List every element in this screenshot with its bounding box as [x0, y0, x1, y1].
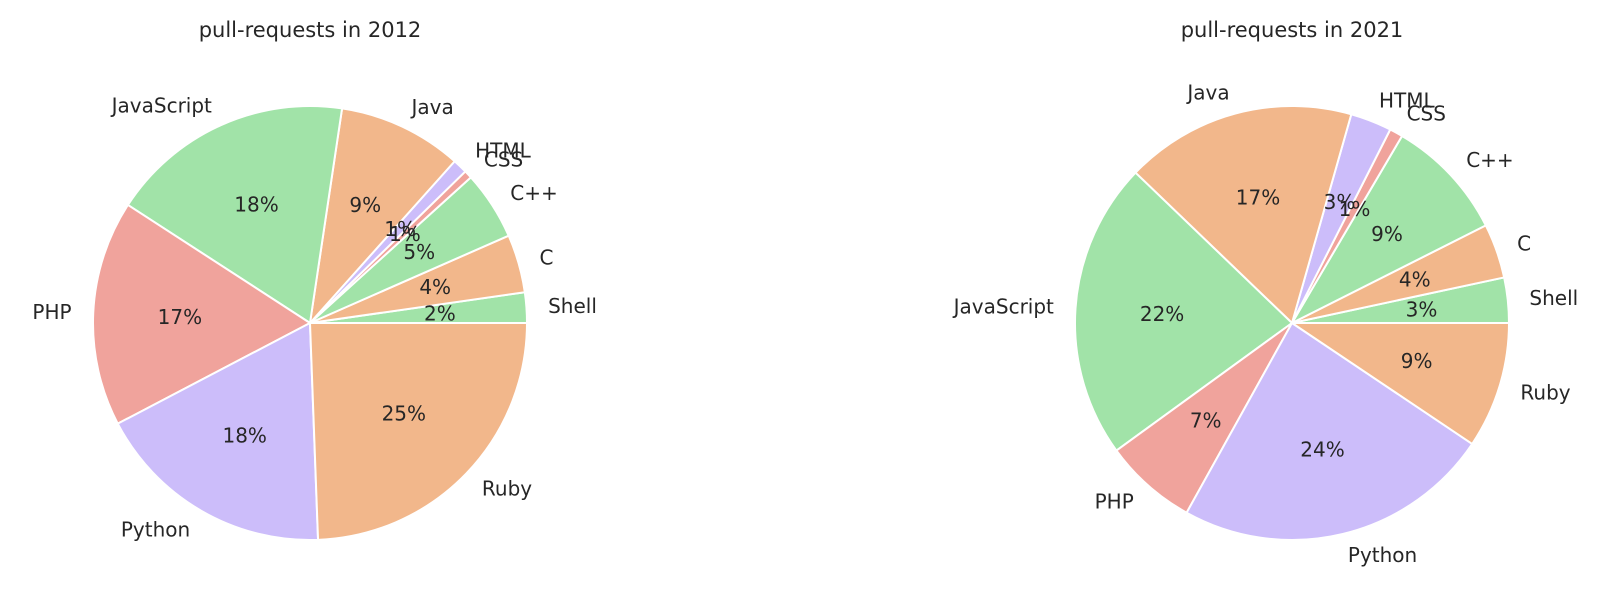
- slices-2021: [1074, 105, 1510, 541]
- slice-javascript-2021: [1074, 171, 1293, 452]
- pct-label-java-2012: 9%: [349, 193, 381, 217]
- pct-label-shell-2021: 3%: [1406, 297, 1438, 321]
- category-label-python-2021: Python: [1348, 543, 1417, 567]
- labels-2012: 2% Shell 4% C 5% C++ 1% CSS 1% HTML 9% Java 18% JavaS…: [32, 93, 596, 541]
- slice-javascript-2012: [126, 105, 344, 324]
- category-label-ruby-2021: Ruby: [1520, 381, 1570, 405]
- pct-label-shell-2012: 2%: [424, 302, 456, 326]
- slices-2012: [92, 105, 528, 541]
- category-label-css-2012: CSS: [484, 148, 523, 172]
- category-label-cpp-2012: C++: [510, 181, 557, 205]
- pct-label-css-2012: 1%: [389, 222, 421, 246]
- pct-label-c-2012: 4%: [419, 275, 451, 299]
- category-label-javascript-2012: JavaScript: [110, 93, 212, 117]
- category-label-javascript-2021: JavaScript: [952, 295, 1054, 319]
- category-label-java-2021: Java: [1185, 81, 1229, 105]
- pct-label-css-2021: 1%: [1339, 197, 1371, 221]
- pct-label-c-2021: 4%: [1399, 268, 1431, 292]
- pct-label-html-2012: 1%: [384, 217, 416, 241]
- category-label-php-2012: PHP: [32, 300, 71, 324]
- category-label-shell-2012: Shell: [548, 294, 597, 318]
- pct-label-python-2021: 24%: [1300, 438, 1344, 462]
- category-label-css-2021: CSS: [1407, 102, 1446, 126]
- slice-python-2012: [116, 322, 320, 541]
- pct-label-javascript-2012: 18%: [234, 192, 278, 216]
- slice-java-2021: [1134, 105, 1353, 324]
- category-label-c-2012: C: [540, 245, 554, 269]
- pct-label-ruby-2012: 25%: [382, 401, 426, 425]
- category-label-ruby-2012: Ruby: [482, 477, 532, 501]
- pct-label-cpp-2021: 9%: [1371, 222, 1403, 246]
- pie-chart-2021: pull-requests in 2021 3% Shell 4% C 9% C++ 1% C…: [952, 18, 1579, 567]
- category-label-cpp-2021: C++: [1466, 148, 1513, 172]
- chart-title-2012: pull-requests in 2012: [199, 18, 422, 42]
- slice-php-2012: [92, 203, 311, 425]
- category-label-java-2012: Java: [410, 95, 454, 119]
- pct-label-python-2012: 18%: [222, 424, 266, 448]
- category-label-html-2012: HTML: [475, 139, 532, 163]
- category-label-c-2021: C: [1517, 232, 1531, 256]
- pct-label-html-2021: 3%: [1324, 190, 1356, 214]
- pct-label-java-2021: 17%: [1236, 185, 1280, 209]
- slice-cpp-2021: [1291, 134, 1487, 324]
- pct-label-php-2012: 17%: [158, 305, 202, 329]
- slice-ruby-2021: [1291, 322, 1510, 445]
- category-label-html-2021: HTML: [1379, 89, 1436, 113]
- category-label-shell-2021: Shell: [1529, 286, 1578, 310]
- labels-2021: 3% Shell 4% C 9% C++ 1% CSS 3% HTML 17% Java 22% Java…: [952, 81, 1579, 567]
- pct-label-php-2021: 7%: [1190, 409, 1222, 433]
- category-label-python-2012: Python: [121, 518, 190, 542]
- slice-python-2021: [1185, 322, 1474, 541]
- category-label-php-2021: PHP: [1095, 490, 1134, 514]
- pie-chart-2012: pull-requests in 2012 2% Shell 4% C 5% C++ 1% C…: [32, 18, 596, 542]
- slice-java-2012: [309, 107, 456, 324]
- pct-label-cpp-2012: 5%: [403, 240, 435, 264]
- pct-label-javascript-2021: 22%: [1140, 302, 1184, 326]
- chart-title-2021: pull-requests in 2021: [1181, 18, 1404, 42]
- slice-ruby-2012: [309, 322, 528, 541]
- pct-label-ruby-2021: 9%: [1401, 349, 1433, 373]
